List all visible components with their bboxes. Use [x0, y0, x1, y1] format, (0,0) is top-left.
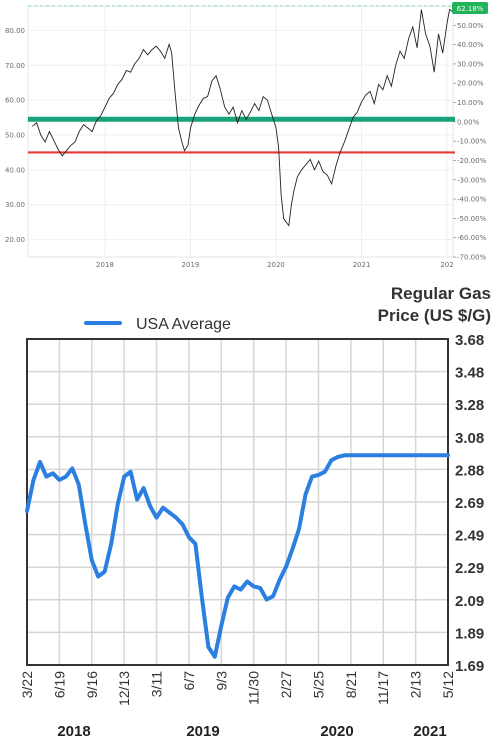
top-right-tick-label: 50.00%: [457, 22, 484, 30]
top-right-tick-label: -40.00%: [457, 196, 487, 204]
x-tick-label: 6/19: [51, 671, 67, 698]
gas-chart-y-axis: 1.69 1.89 2.09 2.29 2.49 2.69 2.88 3.08 3.28 3.48…: [455, 332, 484, 675]
top-left-tick-label: 60.00: [5, 97, 25, 105]
y-tick-label: 1.89: [455, 625, 484, 642]
top-chart-badge: 62.18%: [452, 2, 488, 14]
top-left-tick-label: 70.00: [5, 62, 25, 70]
top-chart-grid: [27, 5, 454, 258]
top-chart-right-y-axis: -70.00% -60.00% -50.00% -40.00% -30.00% -20.0…: [453, 22, 487, 262]
y-tick-label: 2.49: [455, 528, 484, 545]
x-tick-label: 3/22: [19, 671, 35, 698]
top-chart-price-line: [32, 8, 453, 227]
top-right-tick-label: -20.00%: [457, 157, 487, 165]
y-tick-label: 2.29: [455, 560, 484, 577]
top-x-tick-label: 2019: [182, 261, 200, 269]
top-plot-area: [27, 5, 454, 258]
top-left-tick-label: 40.00: [5, 166, 25, 174]
x-tick-label: 6/7: [181, 671, 197, 691]
top-right-tick-label: -30.00%: [457, 176, 487, 184]
top-left-tick-label: 80.00: [5, 27, 25, 35]
legend-label: USA Average: [136, 316, 231, 333]
y-tick-label: 3.68: [455, 332, 484, 349]
top-right-tick-label: -70.00%: [457, 254, 487, 262]
y-tick-label: 3.48: [455, 365, 484, 382]
year-label: 2020: [320, 723, 353, 740]
year-label: 2019: [186, 723, 219, 740]
x-tick-label: 8/21: [343, 671, 359, 698]
top-x-tick-label: 2021: [353, 261, 371, 269]
top-x-tick-label: 2020: [267, 261, 285, 269]
top-chart-reference-lines: [28, 116, 455, 154]
x-tick-label: 5/25: [310, 671, 326, 698]
top-chart-x-axis: 2018 2019 2020 2021 202: [96, 261, 454, 269]
top-right-tick-label: -10.00%: [457, 138, 487, 146]
top-x-tick-label: 202: [440, 261, 453, 269]
x-tick-label: 9/16: [84, 671, 100, 698]
top-right-tick-label: 0.00%: [457, 118, 480, 126]
x-tick-label: 2/27: [278, 671, 294, 698]
y-tick-label: 2.88: [455, 462, 484, 479]
year-label: 2018: [57, 723, 90, 740]
top-left-tick-label: 50.00: [5, 131, 25, 139]
usa-average-line: [25, 453, 450, 659]
top-right-tick-label: -60.00%: [457, 234, 487, 242]
top-right-tick-label: -50.00%: [457, 215, 487, 223]
x-tick-label: 11/30: [246, 671, 262, 705]
gas-chart-year-labels: 2018 2019 2020 2021: [57, 723, 446, 740]
gas-price-chart: Regular Gas Price (US $/G) USA Average 1…: [19, 284, 491, 740]
year-label: 2021: [413, 723, 446, 740]
gas-chart-x-axis: 3/22 6/19 9/16 12/13 3/11 6/7 9/3 11/30 2/27 5/25…: [19, 671, 456, 706]
chart-title-line-1: Regular Gas: [391, 284, 491, 303]
top-right-tick-label: 30.00%: [457, 60, 484, 68]
badge-background: [452, 2, 488, 14]
gas-chart-grid: [26, 338, 449, 666]
x-tick-label: 12/13: [116, 671, 132, 706]
top-right-tick-label: 20.00%: [457, 80, 484, 88]
top-right-tick-label: 10.00%: [457, 99, 484, 107]
x-tick-label: 3/11: [149, 671, 165, 697]
y-tick-label: 2.69: [455, 495, 484, 512]
x-tick-label: 11/17: [375, 671, 391, 705]
y-tick-label: 2.09: [455, 593, 484, 610]
x-tick-label: 9/3: [213, 671, 229, 691]
top-left-tick-label: 20.00: [5, 236, 25, 244]
top-x-tick-label: 2018: [96, 261, 114, 269]
legend: USA Average: [84, 316, 231, 333]
stock-price-chart: 20.00 30.00 40.00 50.00 60.00 70.00 80.00 -70.…: [5, 2, 488, 269]
y-tick-label: 3.28: [455, 397, 484, 414]
top-chart-left-y-axis: 20.00 30.00 40.00 50.00 60.00 70.00 80.00: [5, 27, 25, 244]
y-tick-label: 1.69: [455, 658, 484, 675]
top-right-tick-label: 40.00%: [457, 41, 484, 49]
top-left-tick-label: 30.00: [5, 201, 25, 209]
y-tick-label: 3.08: [455, 430, 484, 447]
chart-title-line-2: Price (US $/G): [378, 306, 491, 325]
badge-text: 62.18%: [457, 5, 484, 13]
x-tick-label: 2/13: [408, 671, 424, 698]
x-tick-label: 5/12: [440, 671, 456, 698]
